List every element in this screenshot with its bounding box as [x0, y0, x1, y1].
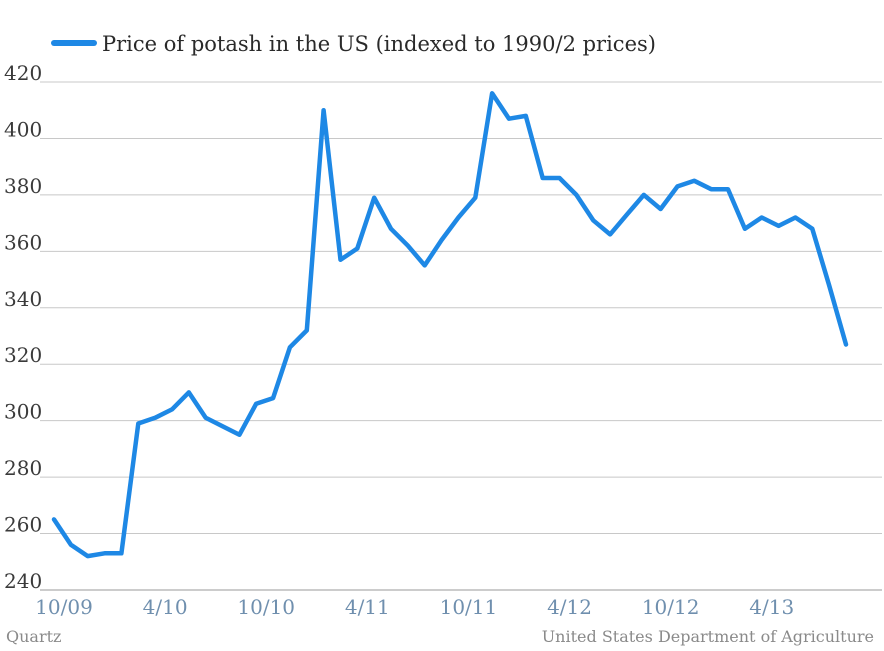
- y-tick-label: 240: [4, 569, 42, 593]
- y-tick-label: 420: [4, 61, 42, 85]
- data-point: [153, 416, 157, 420]
- data-point: [743, 227, 747, 231]
- x-tick-label: 4/13: [749, 595, 794, 619]
- data-point: [170, 407, 174, 411]
- data-point: [221, 424, 225, 428]
- data-point: [456, 215, 460, 219]
- data-point: [642, 193, 646, 197]
- data-point: [237, 433, 241, 437]
- x-tick-label: 4/10: [143, 595, 188, 619]
- legend-label: Price of potash in the US (indexed to 19…: [102, 32, 656, 56]
- data-point: [86, 554, 90, 558]
- data-point: [52, 517, 56, 521]
- data-point: [69, 543, 73, 547]
- data-point: [659, 207, 663, 211]
- series-layer: [51, 91, 849, 559]
- x-axis-tick-labels: 10/09 4/10 10/10 4/11 10/11 4/12 10/12 4/13: [35, 595, 794, 619]
- data-point: [541, 176, 545, 180]
- gridlines: [40, 81, 882, 591]
- y-tick-label: 360: [4, 230, 42, 254]
- data-point: [490, 91, 494, 95]
- data-point: [187, 390, 191, 394]
- y-tick-label: 300: [4, 400, 42, 424]
- data-point: [709, 187, 713, 191]
- series-line-potash-price: [51, 91, 849, 559]
- data-point: [473, 196, 477, 200]
- data-point: [726, 187, 730, 191]
- data-point: [322, 108, 326, 112]
- data-point: [793, 215, 797, 219]
- data-point: [254, 402, 258, 406]
- y-tick-label: 380: [4, 174, 42, 198]
- data-point: [844, 342, 848, 346]
- data-point: [372, 196, 376, 200]
- x-tick-label: 10/09: [35, 595, 93, 619]
- data-point: [524, 114, 528, 118]
- data-point: [305, 328, 309, 332]
- data-point: [827, 283, 831, 287]
- data-point: [355, 247, 359, 251]
- y-tick-label: 320: [4, 343, 42, 367]
- data-point: [810, 227, 814, 231]
- data-point: [338, 258, 342, 262]
- data-point: [423, 263, 427, 267]
- data-point: [271, 396, 275, 400]
- data-point: [558, 176, 562, 180]
- data-point: [777, 224, 781, 228]
- data-point: [675, 184, 679, 188]
- x-tick-label: 10/10: [237, 595, 295, 619]
- data-point: [591, 218, 595, 222]
- data-point: [136, 421, 140, 425]
- data-point: [625, 213, 629, 217]
- data-point: [507, 117, 511, 121]
- y-axis-tick-labels: 240 260 280 300 320 340 360 380 400 420: [4, 61, 42, 593]
- data-point: [204, 416, 208, 420]
- data-point: [574, 193, 578, 197]
- data-point: [760, 215, 764, 219]
- y-tick-label: 400: [4, 117, 42, 141]
- data-point: [692, 179, 696, 183]
- source-label: United States Department of Agriculture: [542, 627, 874, 646]
- y-tick-label: 260: [4, 513, 42, 537]
- data-point: [608, 232, 612, 236]
- credit-label: Quartz: [6, 627, 61, 646]
- y-tick-label: 340: [4, 287, 42, 311]
- data-point: [406, 244, 410, 248]
- x-tick-label: 4/11: [345, 595, 390, 619]
- y-tick-label: 280: [4, 456, 42, 480]
- x-tick-label: 10/11: [440, 595, 498, 619]
- x-tick-label: 10/12: [642, 595, 700, 619]
- data-point: [103, 551, 107, 555]
- x-tick-label: 4/12: [547, 595, 592, 619]
- data-point: [440, 238, 444, 242]
- data-point: [119, 551, 123, 555]
- data-point: [288, 345, 292, 349]
- legend: Price of potash in the US (indexed to 19…: [51, 32, 656, 56]
- data-point: [389, 227, 393, 231]
